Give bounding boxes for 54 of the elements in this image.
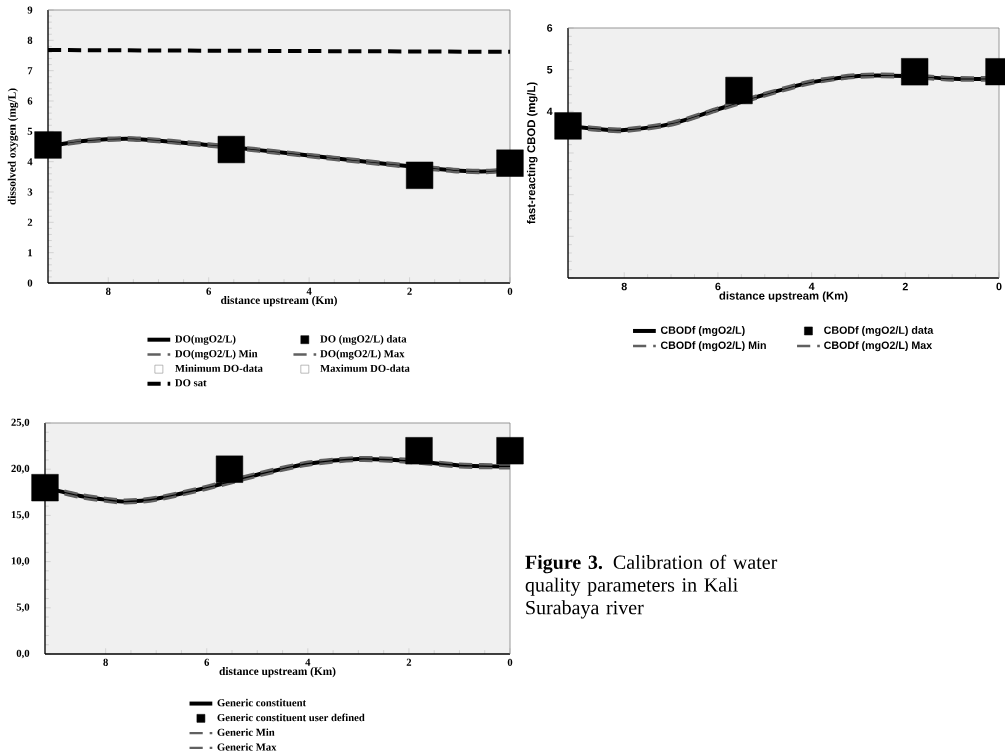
y-tick-label: 2 [27,218,33,226]
x-tick-label: 6 [715,282,721,291]
legend-label: Minimum DO-data [175,364,263,372]
x-axis-title: distance upstream (Km) [221,296,337,307]
legend-label: Maximum DO-data [320,364,410,372]
x-tick-label: 8 [105,287,111,295]
x-tick-label: 4 [306,287,312,295]
y-tick-label: 4 [546,107,553,115]
legend-label: Generic Min [217,728,275,736]
y-tick-label: 15,0 [11,511,30,520]
y-axis-title: dissolved oxygen (mg/L) [7,88,19,205]
y-tick-label: 25,0 [11,418,30,428]
y-tick-label: 3 [27,188,33,196]
legend-label: Generic constituent [217,698,307,707]
text: Figure 3. Calibration of water quality parameters in Kali Surabaya river [525,554,778,619]
x-tick-label: 8 [103,658,108,666]
y-tick-label: 20,0 [11,464,30,474]
y-tick-label: 8 [27,36,33,44]
x-axis-title: distance upstream (Km) [219,667,336,678]
x-tick-label: 8 [621,282,627,291]
y-tick-label: 5,0 [16,603,30,613]
legend-label: DO sat [175,379,207,387]
legend-label: CBODf (mgO2/L) Min [660,341,766,352]
legend-label: Generic Max [217,743,277,751]
x-tick-label: 4 [305,658,311,666]
y-tick-label: 4 [27,158,33,166]
x-tick-label: 2 [407,287,412,295]
x-tick-label: 0 [507,287,513,295]
legend-label: Generic constituent user defined [217,713,365,722]
legend-label: DO (mgO2/L) data [320,335,407,345]
legend-label: CBODf (mgO2/L) Max [824,341,933,352]
y-tick-label: 6 [547,24,553,32]
x-tick-label: 6 [206,287,212,295]
legend-label: DO(mgO2/L) Max [320,349,405,360]
y-tick-label: 0,0 [16,649,30,659]
y-tick-label: 1 [28,249,33,257]
legend-label: DO(mgO2/L) [175,335,236,345]
y-tick-label: 7 [27,67,33,75]
x-tick-label: 2 [406,658,412,666]
x-axis-title: distance upstream (Km) [719,291,848,302]
x-tick-label: 2 [902,282,908,291]
y-tick-label: 9 [27,6,33,14]
x-tick-label: 4 [808,282,815,291]
x-tick-label: 0 [507,658,513,666]
legend-label: CBODf (mgO2/L) [660,326,745,337]
y-tick-label: 5 [547,65,553,74]
legend-label: CBODf (mgO2/L) data [824,326,934,337]
y-axis-title: fast-reacting CBOD (mg/L) [526,82,538,224]
y-tick-label: 6 [27,97,33,105]
legend-label: DO(mgO2/L) Min [175,349,258,360]
x-tick-label: 6 [204,658,210,666]
y-tick-label: 5 [27,127,33,135]
x-tick-label: 0 [996,282,1002,291]
y-tick-label: 10,0 [11,557,30,566]
